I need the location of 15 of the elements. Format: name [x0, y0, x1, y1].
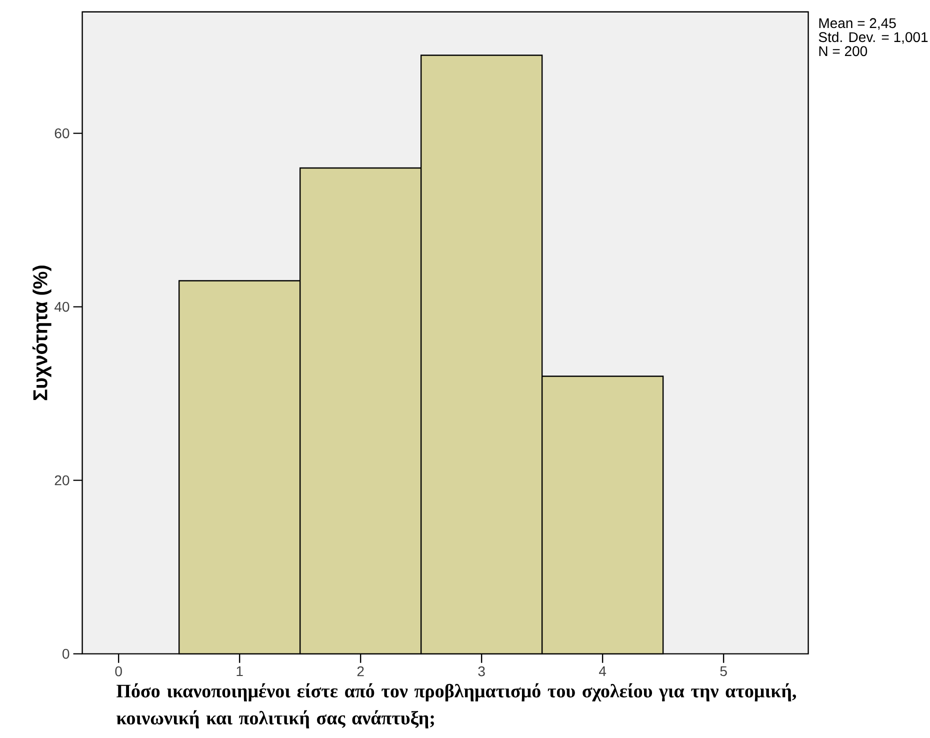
x-axis-title: Πόσο ικανοποιημένοι είστε από τον προβληματισμό του σχολείου για την ατομική, κοινωνική και πολιτική σας ανάπτυξη;	[116, 683, 796, 728]
x-tick-label: 4	[599, 666, 606, 676]
y-tick-label: 40	[54, 302, 70, 312]
text: N = 200	[819, 46, 868, 56]
x-tick-label: 0	[115, 666, 122, 676]
x-tick-label: 1	[236, 666, 243, 676]
x-tick-label: 5	[720, 666, 727, 676]
text: Mean = 2,45	[819, 18, 896, 30]
text: Std. Dev. = 1,001	[818, 32, 928, 44]
x-tick-label: 2	[357, 666, 364, 676]
x-tick-label: 3	[478, 666, 485, 676]
y-tick-label: 20	[54, 475, 70, 486]
y-tick-label: 0	[62, 648, 70, 659]
y-axis-title: Συχνότητα (%)	[32, 266, 52, 400]
y-tick-label: 60	[54, 128, 70, 138]
